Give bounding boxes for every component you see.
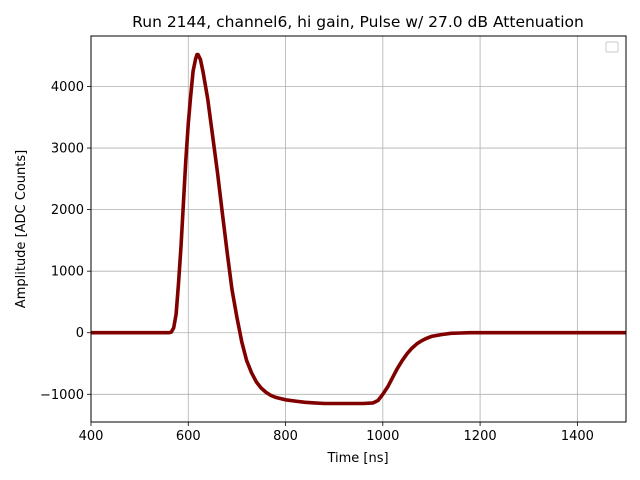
chart-title: Run 2144, channel6, hi gain, Pulse w/ 27… <box>132 13 584 31</box>
ticks: 400 600 800 1000 1200 1400 −1000 0 1000 2000 3000 4… <box>40 80 594 444</box>
y-axis-label: Amplitude [ADC Counts] <box>14 150 29 308</box>
y-tick-label: 4000 <box>51 80 84 95</box>
y-tick-label: 1000 <box>51 265 84 280</box>
series-layer <box>91 52 626 406</box>
x-axis-label: Time [ns] <box>326 451 388 466</box>
y-tick-label: −1000 <box>40 388 84 403</box>
x-tick-label: 400 <box>79 429 104 444</box>
series-line <box>91 52 626 406</box>
y-tick-label: 2000 <box>51 203 84 218</box>
plot-frame <box>90 35 627 423</box>
x-tick-label: 600 <box>176 429 201 444</box>
x-tick-label: 1400 <box>561 429 594 444</box>
y-tick-label: 0 <box>76 326 84 341</box>
legend-box <box>605 41 619 53</box>
y-tick-label: 3000 <box>51 142 84 157</box>
grid <box>90 36 626 422</box>
x-tick-label: 1000 <box>366 429 399 444</box>
x-tick-label: 1200 <box>464 429 497 444</box>
x-tick-label: 800 <box>273 429 298 444</box>
